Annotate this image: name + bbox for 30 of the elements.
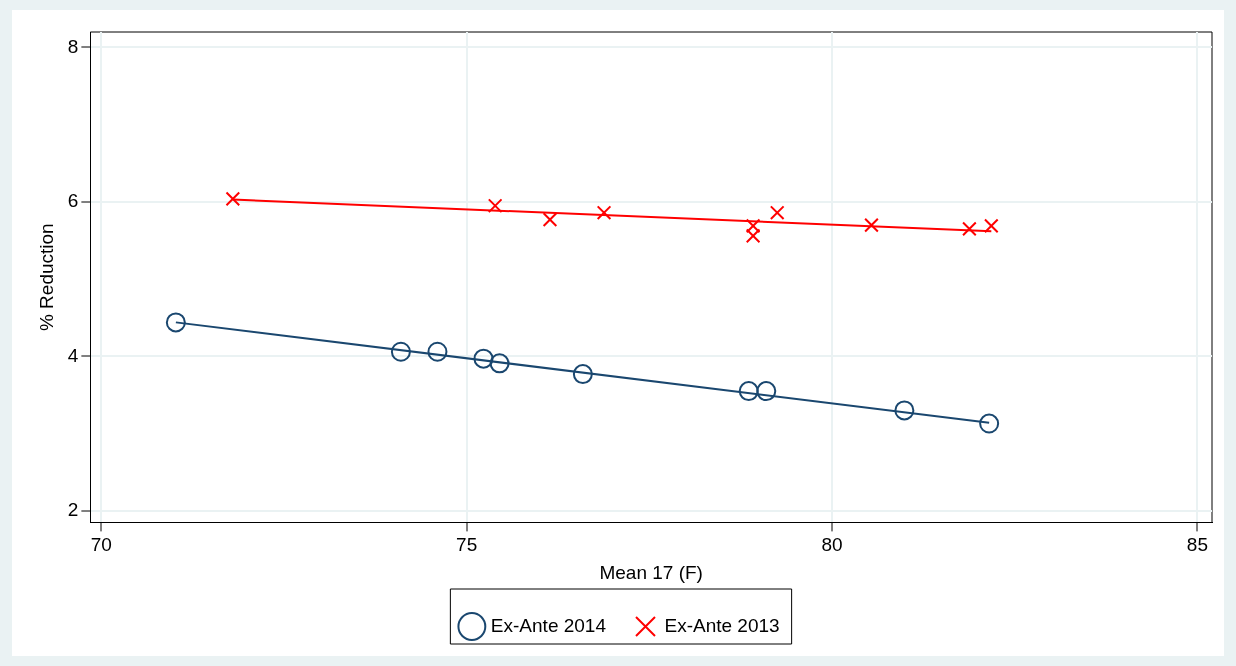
x-tick-label: 70 — [90, 534, 112, 556]
point — [165, 312, 186, 333]
point — [756, 381, 777, 402]
x-axis-title: Mean 17 (F) — [599, 561, 703, 583]
point — [979, 413, 1000, 434]
point — [983, 218, 999, 234]
point — [572, 364, 593, 385]
y-tick-label: 4 — [67, 344, 79, 366]
point — [542, 212, 558, 228]
y-tick-label: 6 — [67, 190, 79, 212]
point — [596, 205, 612, 221]
x-tick-label: 80 — [821, 534, 843, 556]
x-tick-label: 75 — [456, 534, 478, 556]
point — [769, 205, 785, 221]
legend-label: Ex-Ante 2013 — [664, 614, 780, 636]
point — [489, 353, 510, 374]
point — [427, 341, 448, 362]
point — [225, 191, 241, 207]
point — [390, 341, 411, 362]
point — [738, 381, 759, 402]
point — [487, 198, 503, 214]
point — [864, 217, 879, 233]
point — [894, 400, 915, 421]
point — [473, 348, 494, 369]
y-tick-label: 8 — [67, 35, 79, 57]
y-axis-title: % Reduction — [35, 223, 57, 332]
legend-label: Ex-Ante 2014 — [490, 614, 607, 636]
x-tick-label: 85 — [1186, 534, 1208, 556]
y-tick-label: 2 — [67, 499, 79, 521]
point — [962, 221, 977, 237]
